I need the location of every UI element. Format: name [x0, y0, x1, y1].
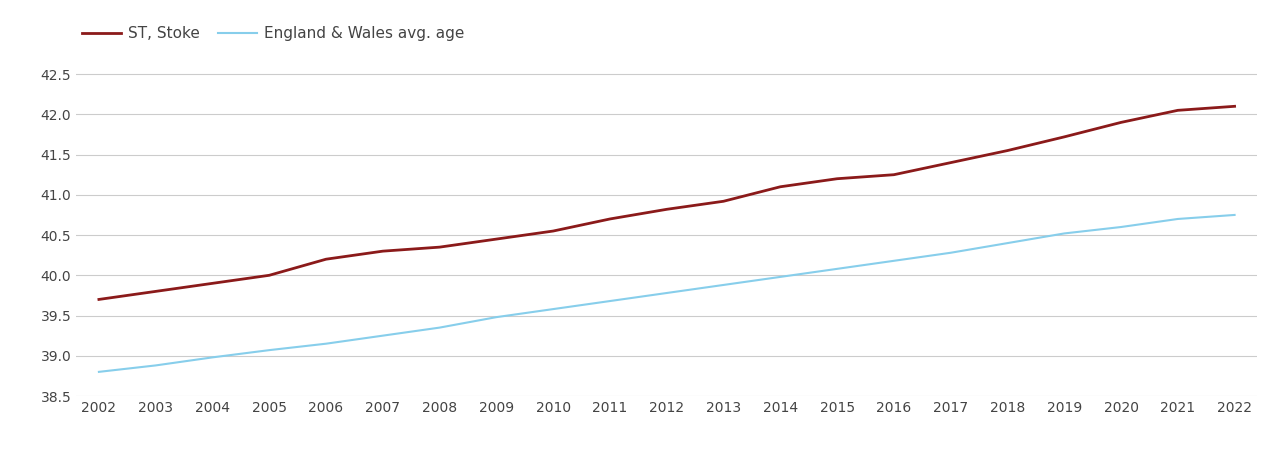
England & Wales avg. age [772, 274, 787, 279]
England & Wales avg. age [886, 258, 902, 264]
ST, Stoke [1114, 120, 1129, 125]
England & Wales avg. age [204, 355, 220, 360]
ST, Stoke [1227, 104, 1242, 109]
England & Wales avg. age [659, 290, 674, 296]
England & Wales avg. age [944, 250, 959, 256]
England & Wales avg. age [829, 266, 845, 271]
ST, Stoke [716, 198, 732, 204]
England & Wales avg. age [602, 298, 617, 304]
ST, Stoke [944, 160, 959, 165]
England & Wales avg. age [91, 369, 107, 374]
England & Wales avg. age [432, 325, 447, 330]
England & Wales avg. age [999, 240, 1015, 246]
ST, Stoke [375, 248, 390, 254]
ST, Stoke [204, 281, 220, 286]
England & Wales avg. age [546, 306, 561, 312]
ST, Stoke [1170, 108, 1185, 113]
ST, Stoke [319, 256, 334, 262]
ST, Stoke [886, 172, 902, 177]
Line: ST, Stoke: ST, Stoke [99, 106, 1234, 299]
Legend: ST, Stoke, England & Wales avg. age: ST, Stoke, England & Wales avg. age [76, 20, 471, 47]
England & Wales avg. age [716, 282, 732, 288]
England & Wales avg. age [149, 363, 164, 368]
ST, Stoke [659, 207, 674, 212]
ST, Stoke [489, 236, 504, 242]
England & Wales avg. age [1227, 212, 1242, 218]
ST, Stoke [1057, 134, 1072, 140]
England & Wales avg. age [1114, 224, 1129, 230]
Line: England & Wales avg. age: England & Wales avg. age [99, 215, 1234, 372]
ST, Stoke [91, 297, 107, 302]
England & Wales avg. age [1170, 216, 1185, 222]
England & Wales avg. age [319, 341, 334, 346]
England & Wales avg. age [1057, 231, 1072, 236]
ST, Stoke [432, 244, 447, 250]
England & Wales avg. age [489, 315, 504, 320]
England & Wales avg. age [375, 333, 390, 338]
ST, Stoke [772, 184, 787, 189]
ST, Stoke [546, 228, 561, 234]
ST, Stoke [149, 289, 164, 294]
ST, Stoke [262, 273, 277, 278]
ST, Stoke [602, 216, 617, 222]
ST, Stoke [999, 148, 1015, 153]
England & Wales avg. age [262, 347, 277, 353]
ST, Stoke [829, 176, 845, 181]
